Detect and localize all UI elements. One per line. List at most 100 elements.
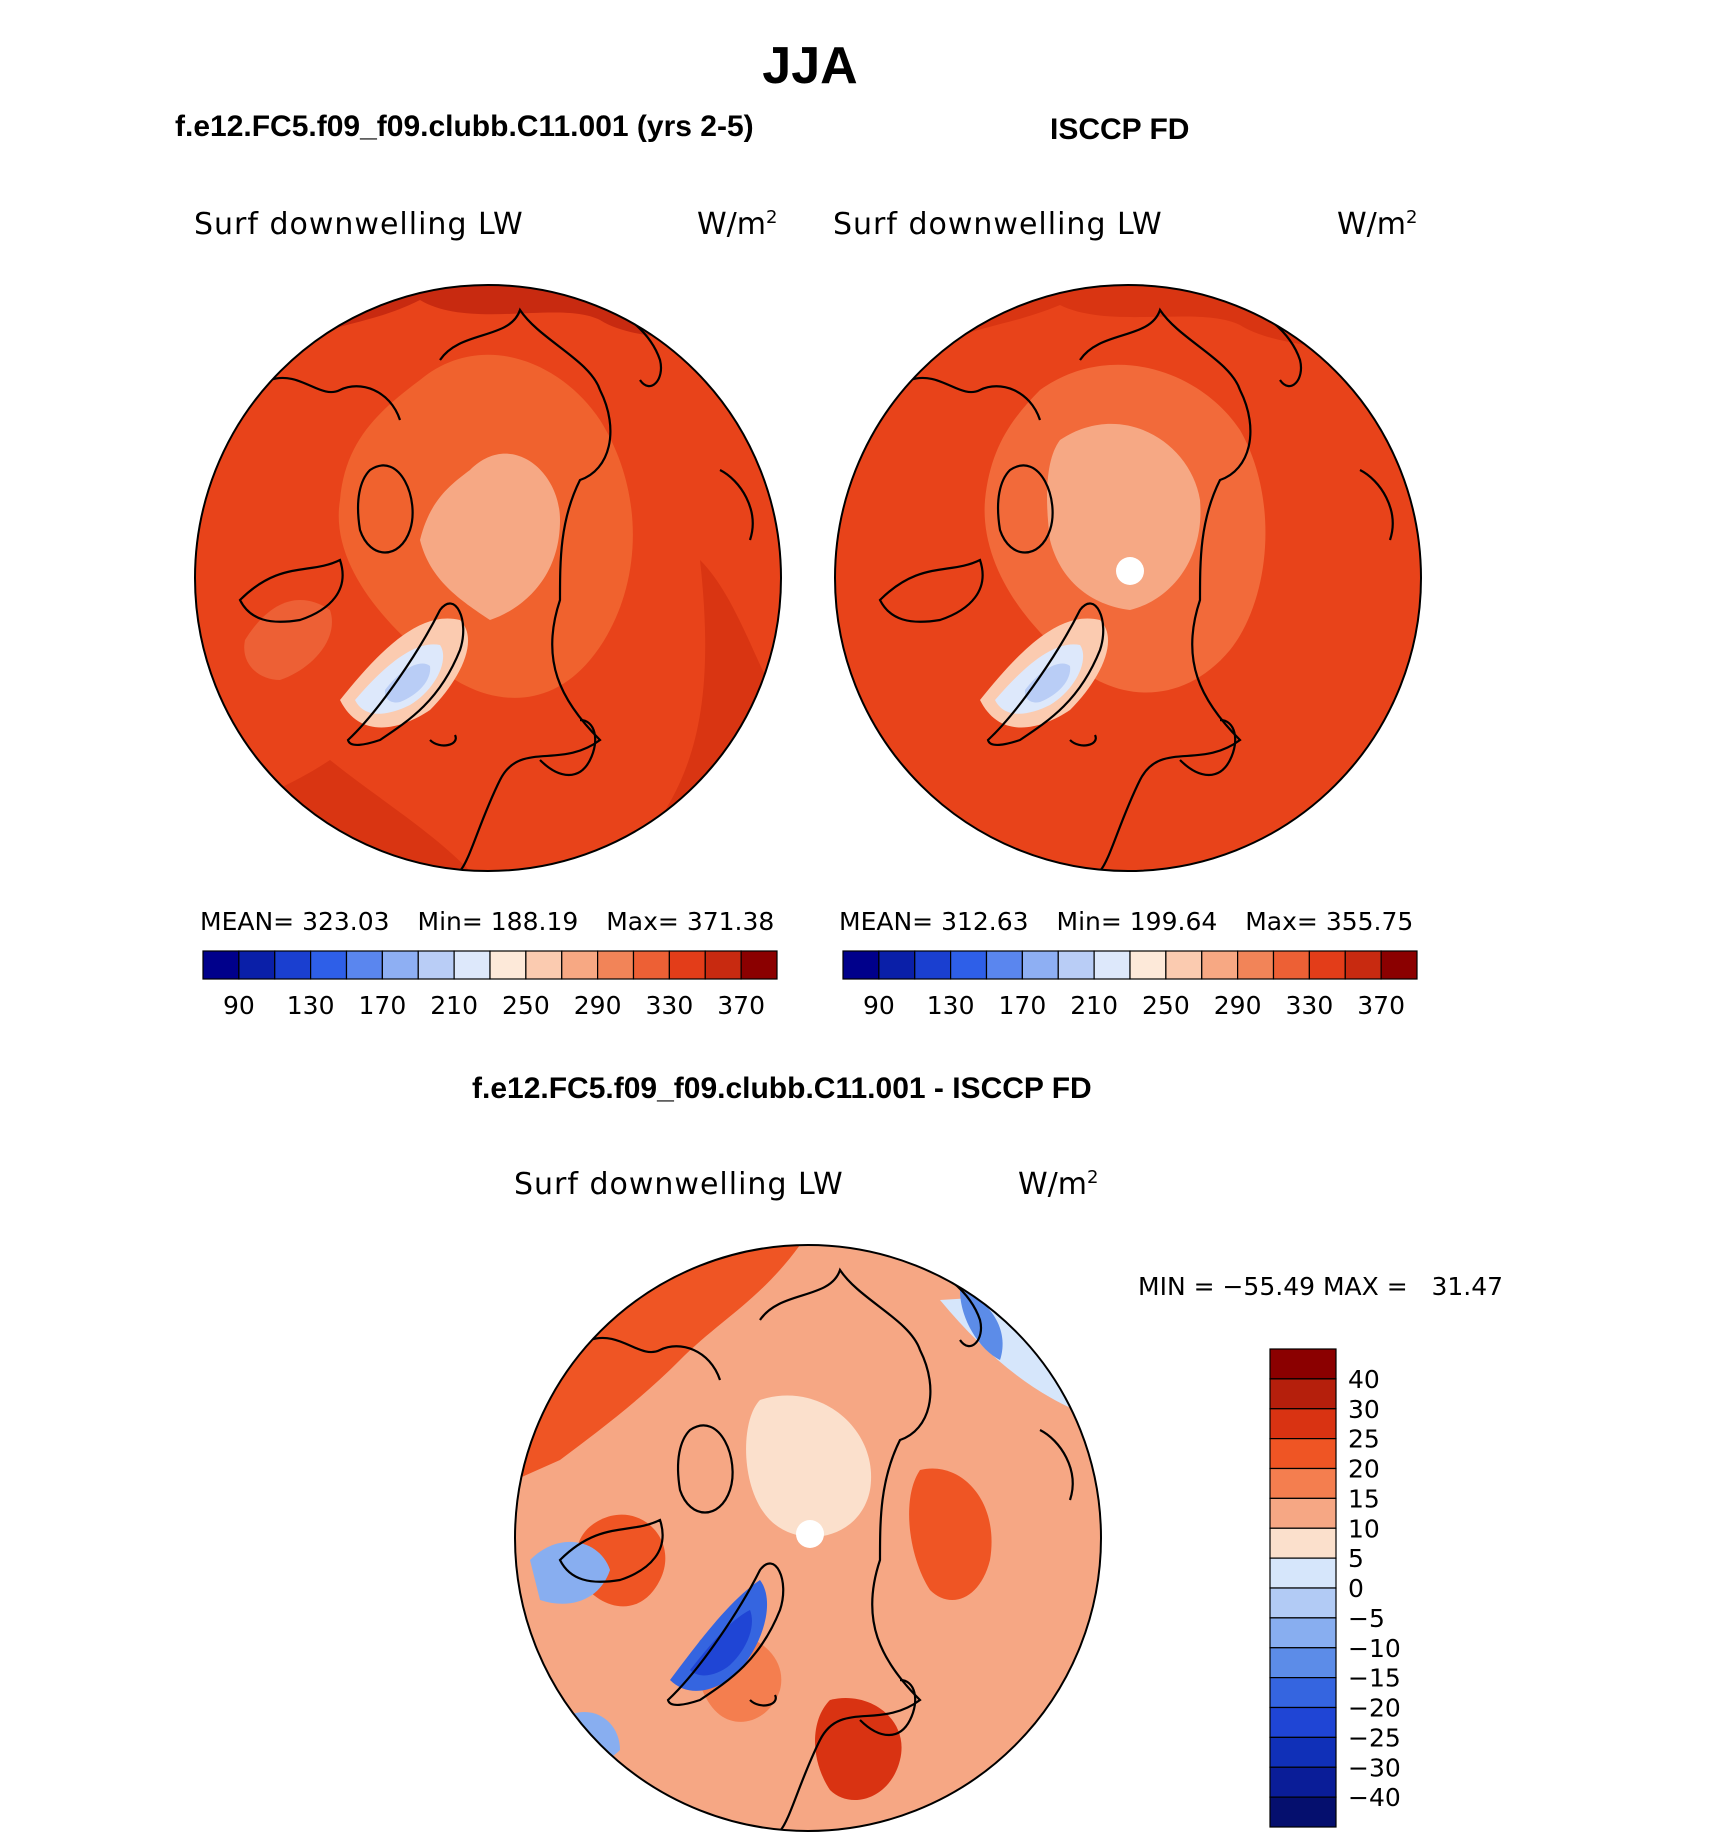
panel-2-min-label: Min= [1056,907,1122,936]
panel-1-max: 371.38 [686,907,775,936]
cbar-diff-tick-label: 30 [1348,1395,1380,1424]
diff-variable: Surf downwelling LW [514,1167,844,1202]
cbar-model-swatch [632,950,670,980]
cbar-model-swatch [740,950,778,980]
diff-units: W/m2 [1018,1167,1098,1202]
cbar-obs-tick-label: 130 [927,991,975,1020]
cbar-model-tick-label: 330 [646,991,694,1020]
cbar-model-swatch [238,950,276,980]
cbar-model-swatch [561,950,599,980]
cbar-obs-tick-label: 170 [999,991,1047,1020]
cbar-model-tick-label: 370 [717,991,765,1020]
cbar-obs-swatch [1201,950,1239,980]
panel-1-min-label: Min= [417,907,483,936]
cbar-diff-swatch [1269,1647,1337,1679]
cbar-obs-tick-label: 250 [1142,991,1190,1020]
cbar-diff-swatch [1269,1348,1337,1380]
cbar-model-swatch [453,950,491,980]
cbar-model-swatch [417,950,455,980]
panel-2-mean: 312.63 [941,907,1029,936]
cbar-model-swatch [489,950,527,980]
panel-1-mean: 323.03 [302,907,390,936]
cbar-model-tick-label: 290 [574,991,622,1020]
cbar-diff-tick-label: −20 [1348,1694,1401,1723]
diff-header: f.e12.FC5.f09_f09.clubb.C11.001 - ISCCP … [472,1072,1092,1105]
cbar-obs-swatch [914,950,952,980]
cbar-diff-tick-label: 40 [1348,1365,1380,1394]
cbar-diff-swatch [1269,1587,1337,1619]
cbar-obs-swatch [1344,950,1382,980]
cbar-diff-tick-label: 15 [1348,1484,1380,1513]
cbar-obs-tick-label: 210 [1070,991,1118,1020]
panel-2-max: 355.75 [1325,907,1414,936]
cbar-model-tick-label: 210 [430,991,478,1020]
panel-1-max-label: Max= [606,907,679,936]
panel-2-variable: Surf downwelling LW [833,207,1163,242]
cbar-diff-swatch [1269,1438,1337,1470]
panel-2-stats: MEAN= 312.63 Min= 199.64 Max= 355.75 [839,907,1419,936]
cbar-obs-tick-label: 370 [1357,991,1405,1020]
cbar-model-swatch [202,950,240,980]
cbar-diff-tick-label: 25 [1348,1425,1380,1454]
cbar-diff-swatch [1269,1557,1337,1589]
cbar-diff-swatch [1269,1796,1337,1828]
diff-units-exp: 2 [1087,1167,1099,1188]
cbar-obs-tick-label: 290 [1214,991,1262,1020]
cbar-diff-swatch [1269,1527,1337,1559]
colorbar-observations: 90 130 170 210 250 290 330 370 [842,950,1418,1020]
panel-1-variable: Surf downwelling LW [194,207,524,242]
cbar-obs-tick-label: 330 [1286,991,1334,1020]
cbar-diff-swatch [1269,1677,1337,1709]
cbar-model-tick-label: 170 [359,991,407,1020]
colorbar-model: 90 130 170 210 250 290 330 370 [202,950,778,1020]
panel-1-min: 188.19 [490,907,579,936]
cbar-model-swatch [310,950,348,980]
cbar-obs-swatch [842,950,880,980]
cbar-diff-tick-label: 10 [1348,1514,1380,1543]
panel-1-units-exp: 2 [766,207,778,228]
cbar-diff-tick-label: −40 [1348,1783,1401,1812]
cbar-obs-swatch [1093,950,1131,980]
cbar-model-swatch [274,950,312,980]
cbar-diff-swatch [1269,1736,1337,1768]
panel-2-max-label: Max= [1245,907,1318,936]
panel-1-header: f.e12.FC5.f09_f09.clubb.C11.001 (yrs 2-5… [175,110,754,143]
cbar-diff-swatch [1269,1378,1337,1410]
cbar-model-tick-label: 250 [502,991,550,1020]
cbar-diff-tick-label: −10 [1348,1634,1401,1663]
cbar-diff-tick-label: −30 [1348,1753,1401,1782]
cbar-model-swatch [597,950,635,980]
cbar-diff-swatch [1269,1497,1337,1529]
page-title: JJA [762,37,858,95]
cbar-diff-tick-label: −15 [1348,1664,1401,1693]
cbar-obs-swatch [985,950,1023,980]
panel-2-mean-label: MEAN= [839,907,934,936]
panel-1-stats: MEAN= 323.03 Min= 188.19 Max= 371.38 [200,907,780,936]
map-observations [834,284,1422,872]
cbar-diff-tick-label: 5 [1348,1544,1364,1573]
cbar-diff-tick-label: −5 [1348,1604,1385,1633]
cbar-obs-swatch [1165,950,1203,980]
panel-2-units-exp: 2 [1406,207,1418,228]
cbar-obs-swatch [1308,950,1346,980]
cbar-obs-swatch [950,950,988,980]
panel-2-units: W/m2 [1337,207,1417,242]
panel-2-min: 199.64 [1129,907,1218,936]
panel-2-header: ISCCP FD [1050,113,1190,146]
cbar-diff-tick-label: 0 [1348,1574,1364,1603]
map-model [194,284,782,872]
cbar-model-tick-label: 130 [287,991,335,1020]
cbar-diff-tick-label: 20 [1348,1455,1380,1484]
panel-2-units-base: W/m [1337,207,1406,242]
panel-1-units-base: W/m [697,207,766,242]
cbar-diff-swatch [1269,1706,1337,1738]
panel-1-mean-label: MEAN= [200,907,295,936]
map-difference [514,1244,1102,1832]
cbar-diff-swatch [1269,1467,1337,1499]
cbar-model-swatch [525,950,563,980]
cbar-diff-tick-label: −25 [1348,1723,1401,1752]
cbar-model-swatch [668,950,706,980]
cbar-model-swatch [381,950,419,980]
